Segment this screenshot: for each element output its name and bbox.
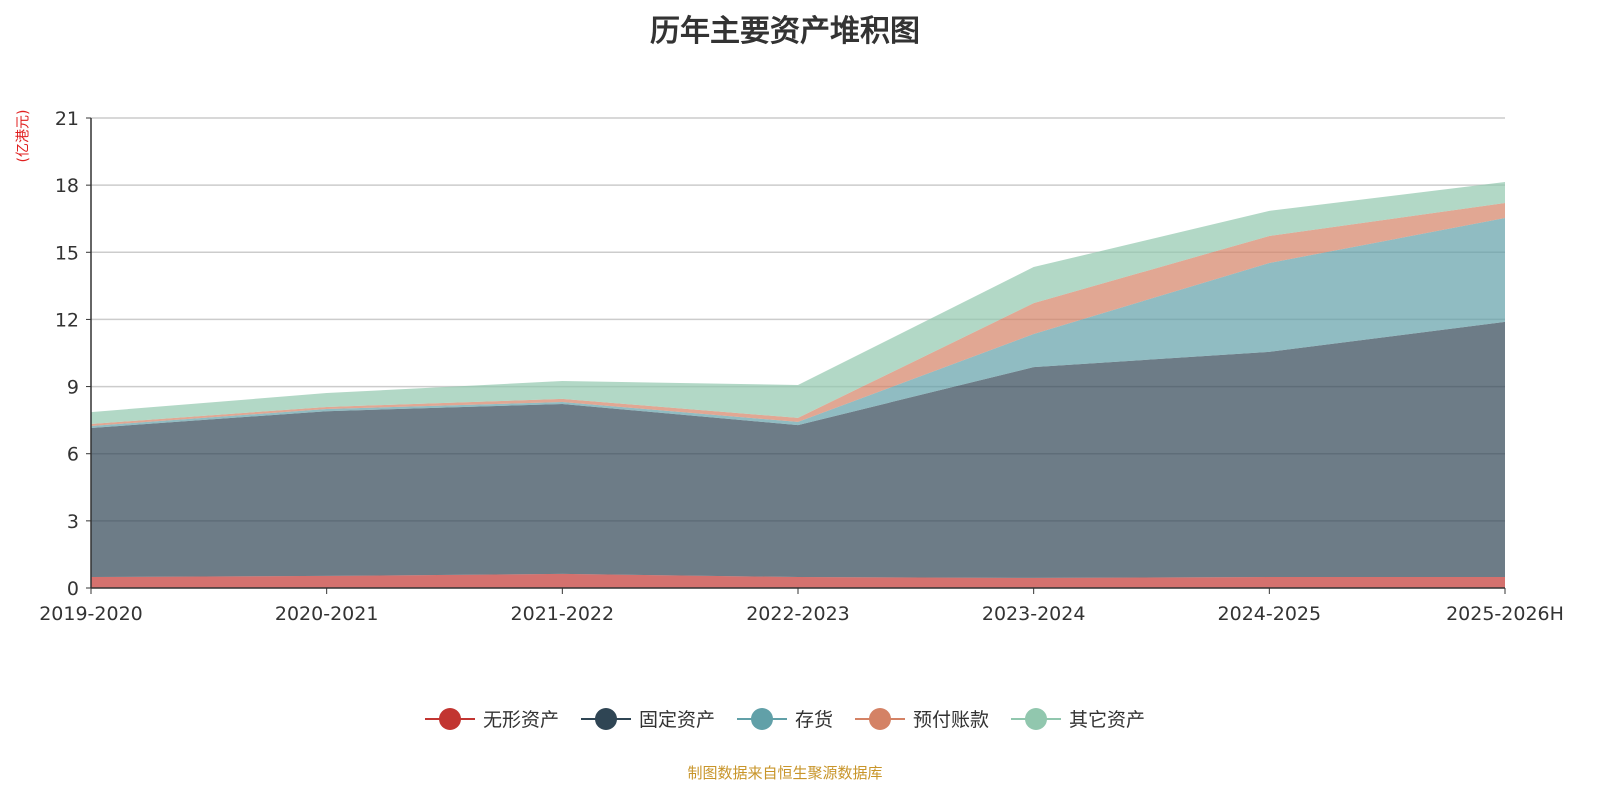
y-tick-label: 9 <box>67 377 79 399</box>
y-tick-label: 6 <box>67 444 79 466</box>
x-tick-label: 2023-2024 <box>982 603 1086 625</box>
area-series-1 <box>91 321 1505 578</box>
x-tick-label: 2021-2022 <box>511 603 615 625</box>
x-tick-label: 2022-2023 <box>746 603 850 625</box>
chart-title: 历年主要资产堆积图 <box>650 14 920 49</box>
legend-label: 预付账款 <box>913 709 990 731</box>
x-tick-label: 2024-2025 <box>1218 603 1322 625</box>
legend-label: 固定资产 <box>638 709 715 731</box>
legend-item[interactable]: 无形资产 <box>424 705 559 732</box>
y-tick-label: 18 <box>55 175 79 197</box>
legend-label: 无形资产 <box>482 709 559 731</box>
x-tick-label: 2025-2026H <box>1446 603 1564 625</box>
legend-marker-icon <box>1011 707 1062 730</box>
y-tick-label: 3 <box>67 511 79 533</box>
legend-marker-icon <box>736 707 787 730</box>
area-series-3 <box>91 203 1505 426</box>
legend-marker-icon <box>424 707 475 730</box>
legend-marker-icon <box>855 707 905 730</box>
area-series-2 <box>91 218 1505 428</box>
legend: 无形资产 固定资产 存货 预付账款 其它资产 <box>0 705 1570 732</box>
x-tick-label: 2019-2020 <box>39 603 143 625</box>
legend-item[interactable]: 固定资产 <box>580 705 715 732</box>
legend-item[interactable]: 其它资产 <box>1011 705 1145 732</box>
legend-marker-icon <box>580 707 631 730</box>
area-series-0 <box>91 573 1505 588</box>
y-tick-label: 15 <box>55 242 79 264</box>
legend-label: 存货 <box>794 709 833 731</box>
x-tick-label: 2020-2021 <box>275 603 379 625</box>
y-tick-label: 0 <box>67 578 79 600</box>
y-tick-label: 12 <box>55 309 79 331</box>
legend-item[interactable]: 预付账款 <box>855 705 989 732</box>
data-source-note: 制图数据来自恒生聚源数据库 <box>687 764 883 782</box>
legend-label: 其它资产 <box>1069 709 1146 731</box>
stacked-area-chart: 0 3 6 9 12 15 18 21 2019-2020 2020-2021 2021-2022 2… <box>39 108 1564 625</box>
area-series-4 <box>91 182 1505 424</box>
y-tick-label: 21 <box>55 108 79 130</box>
legend-item[interactable]: 存货 <box>736 705 833 732</box>
